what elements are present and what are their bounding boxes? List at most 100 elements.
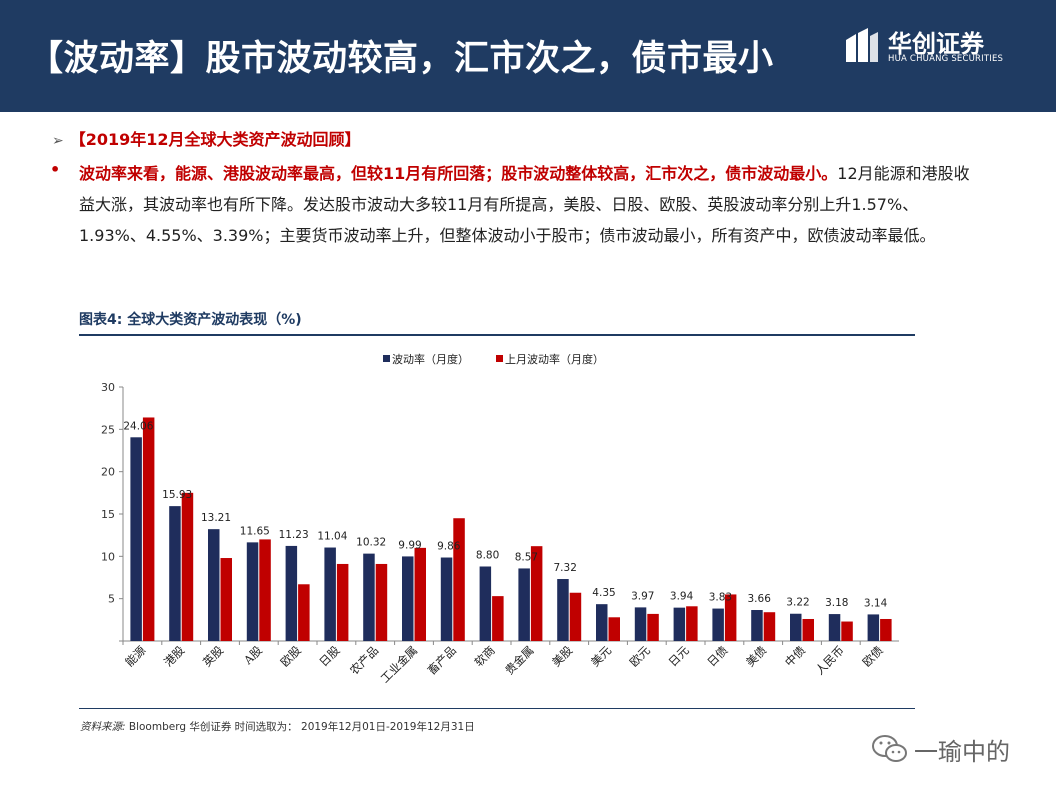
x-category-label: 软商: [472, 643, 498, 669]
data-label: 11.65: [240, 525, 270, 537]
watermark-text: 一瑜中的: [914, 738, 1010, 766]
bar-current: [208, 529, 220, 641]
bar-current: [673, 607, 686, 641]
bar-current: [867, 614, 880, 641]
data-label: 3.18: [825, 597, 848, 609]
summary-paragraph: 波动率来看，能源、港股波动率最高，但较11月有所回落；股市波动整体较高，汇市次之…: [79, 158, 984, 251]
x-category-label: 英股: [200, 643, 227, 670]
bar-current: [169, 506, 181, 641]
bar-previous: [298, 584, 310, 641]
bar-current: [285, 545, 298, 641]
data-label: 3.83: [709, 592, 732, 604]
data-label: 3.97: [631, 590, 654, 602]
bullet-dot-icon: •: [50, 160, 61, 179]
x-category-label: 农产品: [347, 643, 381, 677]
wechat-watermark: 一瑜中的: [868, 730, 1038, 766]
y-tick-label: 25: [101, 423, 115, 436]
bar-previous: [142, 417, 155, 641]
bar-previous: [259, 539, 271, 641]
bar-previous: [802, 618, 814, 641]
x-category-label: 日股: [316, 643, 343, 670]
bar-current: [130, 437, 142, 641]
bar-previous: [530, 546, 543, 641]
bar-current: [440, 557, 453, 641]
bar-previous: [724, 594, 737, 641]
bar-previous: [181, 492, 194, 641]
summary-body: 12月能源和港股收益大涨，其波动率也有所下降。发达股市波动大多较11月有所提高，…: [79, 164, 970, 245]
y-tick-label: 15: [101, 508, 115, 521]
logo-mark-icon: [846, 28, 878, 62]
x-category-label: 欧债: [860, 643, 886, 669]
bar-previous: [220, 558, 232, 641]
y-tick-label: 5: [108, 593, 115, 606]
x-category-label: 美股: [549, 643, 576, 670]
y-tick-label: 20: [101, 466, 115, 479]
bar-current: [518, 568, 530, 641]
bar-previous: [763, 612, 776, 641]
logo-english-name: HUA CHUANG SECURITIES: [888, 54, 1004, 64]
bar-current: [402, 556, 414, 641]
page-title: 【波动率】股市波动较高，汇市次之，债市最小: [28, 39, 774, 79]
x-category-label: 工业金属: [378, 643, 420, 685]
bar-previous: [375, 563, 388, 641]
data-label: 9.99: [398, 539, 421, 551]
bar-previous: [492, 596, 504, 641]
bar-current: [751, 610, 763, 641]
source-text: Bloomberg 华创证券 时间选取为： 2019年12月01日-2019年1…: [125, 721, 475, 733]
x-category-label: 日债: [704, 643, 730, 669]
volatility-bar-chart: 波动率（月度） 上月波动率（月度） 5 10 15 20 25 30 24.06 能源 15.93 港…: [101, 352, 899, 686]
legend-label-previous: 上月波动率（月度）: [505, 352, 604, 366]
bar-current: [596, 604, 608, 641]
legend-label-current: 波动率（月度）: [392, 352, 469, 366]
bar-current: [790, 613, 802, 641]
data-label: 10.32: [356, 537, 386, 549]
data-label: 4.35: [592, 587, 615, 599]
data-label: 3.66: [748, 593, 772, 605]
bar-previous: [880, 618, 892, 641]
data-label: 8.57: [515, 551, 538, 563]
bar-previous: [569, 592, 582, 641]
x-category-label: 能源: [122, 643, 149, 670]
data-label: 15.93: [162, 489, 192, 501]
source-label: 资料来源:: [80, 721, 126, 733]
source-rule: [79, 708, 915, 709]
brand-logo: 华创证券 HUA CHUANG SECURITIES: [842, 26, 1032, 72]
figure-title-rule: [79, 334, 915, 336]
x-category-label: 美债: [743, 643, 769, 669]
figure-title: 图表4: 全球大类资产波动表现（%): [79, 312, 302, 328]
legend-swatch-current: [383, 355, 390, 362]
arrow-bullet-icon: ➢: [52, 133, 64, 149]
data-label: 9.86: [437, 541, 461, 553]
x-category-label: 人民币: [813, 643, 847, 677]
bar-current: [324, 547, 336, 641]
wechat-icon: [872, 735, 907, 762]
x-category-label: 欧股: [278, 643, 305, 670]
x-category-label: 中债: [782, 643, 808, 669]
bar-previous: [453, 518, 465, 641]
bar-previous: [841, 621, 853, 641]
data-label: 11.04: [317, 531, 347, 543]
data-label: 11.23: [279, 529, 309, 541]
legend-swatch-previous: [496, 355, 503, 362]
bar-previous: [608, 617, 620, 641]
bar-previous: [686, 606, 698, 641]
section-heading: ➢ 【2019年12月全球大类资产波动回顾】: [52, 126, 361, 150]
x-category-label: A股: [240, 643, 265, 668]
x-category-label: 美元: [588, 643, 615, 670]
bar-current: [828, 614, 841, 641]
data-label: 3.94: [670, 591, 694, 603]
bar-previous: [336, 563, 349, 641]
x-category-label: 欧元: [627, 643, 654, 670]
bar-current: [479, 566, 492, 641]
source-note: 资料来源: Bloomberg 华创证券 时间选取为： 2019年12月01日-…: [80, 719, 475, 734]
bar-current: [557, 579, 569, 641]
data-label: 7.32: [554, 562, 577, 574]
data-label: 24.06: [123, 420, 153, 432]
data-label: 3.22: [786, 597, 809, 609]
x-category-label: 畜产品: [425, 643, 459, 677]
bar-current: [634, 607, 647, 641]
data-label: 8.80: [476, 549, 499, 561]
summary-highlight: 波动率来看，能源、港股波动率最高，但较11月有所回落；股市波动整体较高，汇市次之…: [79, 164, 838, 183]
bar-previous: [647, 613, 659, 641]
bar-current: [363, 553, 375, 641]
